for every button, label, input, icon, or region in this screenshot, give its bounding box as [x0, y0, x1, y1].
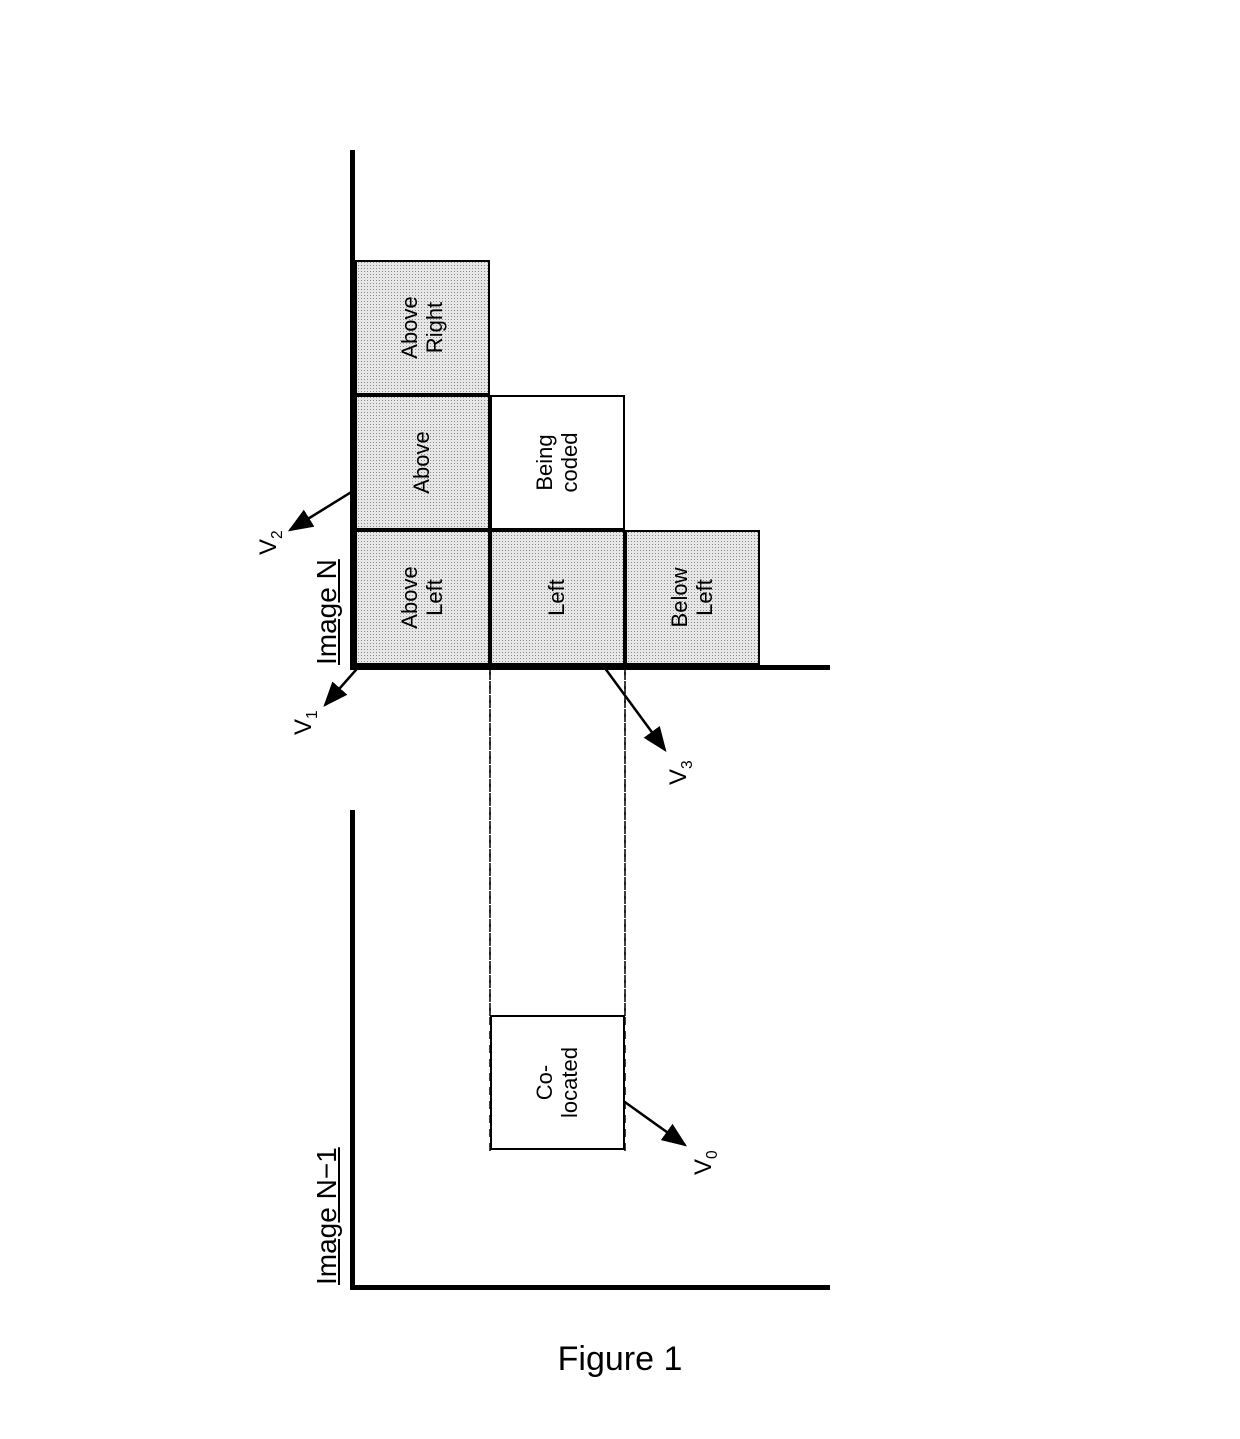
vector-label-v2: V2 — [255, 530, 287, 555]
figure-caption: Figure 1 — [558, 1340, 683, 1379]
vector-label-v3: V3 — [665, 760, 697, 785]
vector-label-v0: V0 — [690, 1150, 722, 1175]
diagram-canvas: Image N−1 Image N Co- locatedAbove LeftA… — [220, 120, 1020, 1320]
frame-title-right: Image N — [311, 559, 343, 665]
block-above-right: Above Right — [355, 260, 490, 395]
frame-title-left: Image N−1 — [311, 1147, 343, 1285]
vector-label-v1: V1 — [290, 710, 322, 735]
block-below-left: Below Left — [625, 530, 760, 665]
block-being-coded: Being coded — [490, 395, 625, 530]
block-above: Above — [355, 395, 490, 530]
block-above-left: Above Left — [355, 530, 490, 665]
block-colocated: Co- located — [490, 1015, 625, 1150]
block-left: Left — [490, 530, 625, 665]
